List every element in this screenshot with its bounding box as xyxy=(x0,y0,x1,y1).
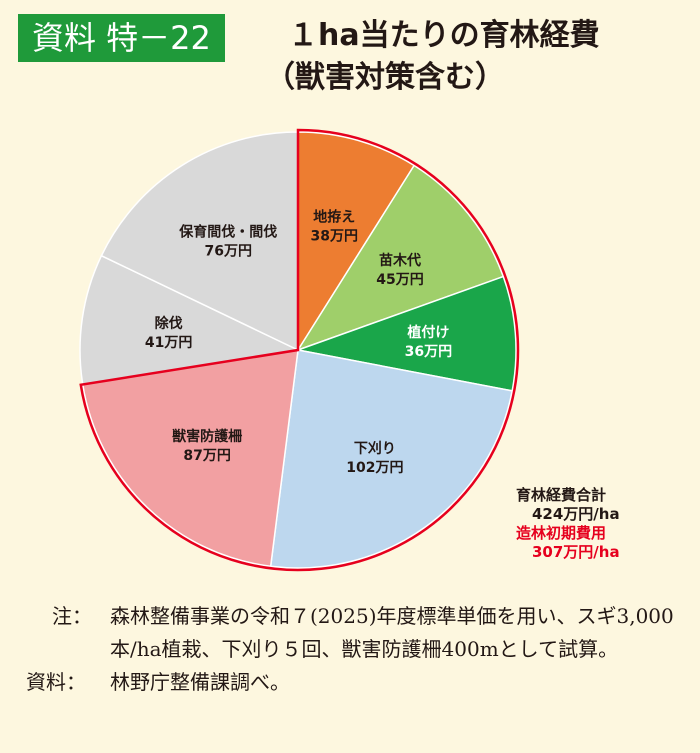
pie-slice-3 xyxy=(269,349,514,569)
slice-label: 苗木代 45万円 xyxy=(376,252,423,288)
pie-slice-0 xyxy=(297,131,416,353)
cost-summary: 育林経費合計 424万円/ha 造林初期費用 307万円/ha xyxy=(516,486,620,562)
source-label: 資料： xyxy=(26,670,86,694)
pie-slice-4 xyxy=(81,349,299,568)
pie-slice-6 xyxy=(100,131,299,352)
slice-label: 保育間伐・間伐 76万円 xyxy=(178,223,277,259)
document-badge: 資料 特－22 xyxy=(18,14,225,62)
source-text: 林野庁整備課調べ。 xyxy=(110,670,290,694)
slice-label: 下刈り 102万円 xyxy=(346,440,403,476)
source-row: 資料： 林野庁整備課調べ。 xyxy=(26,666,686,699)
slice-label: 除伐 41万円 xyxy=(145,315,192,351)
pie-slice-2 xyxy=(295,275,517,392)
chart-title: １ha当たりの育林経費 xyxy=(288,18,600,53)
chart-subtitle: （獣害対策含む） xyxy=(265,60,505,95)
total-label: 育林経費合計 xyxy=(516,486,607,504)
initial-cost-value: 307万円/ha xyxy=(532,543,620,561)
notes: 注： 森林整備事業の令和７(2025)年度標準単価を用い、スギ3,000本/ha… xyxy=(26,600,686,699)
pie-slice-5 xyxy=(79,254,301,386)
note-text: 森林整備事業の令和７(2025)年度標準単価を用い、スギ3,000本/ha植栽、… xyxy=(110,604,674,661)
slice-label: 獣害防護柵 87万円 xyxy=(172,428,242,464)
note-label: 注： xyxy=(52,604,92,628)
total-value: 424万円/ha xyxy=(532,505,620,523)
initial-cost-label: 造林初期費用 xyxy=(516,524,607,542)
note-row: 注： 森林整備事業の令和７(2025)年度標準単価を用い、スギ3,000本/ha… xyxy=(26,600,686,666)
initial-cost-outline xyxy=(79,128,520,572)
slice-label: 植付け 36万円 xyxy=(405,324,452,360)
slice-label: 地拵え 38万円 xyxy=(311,208,358,244)
pie-slice-1 xyxy=(296,164,505,352)
